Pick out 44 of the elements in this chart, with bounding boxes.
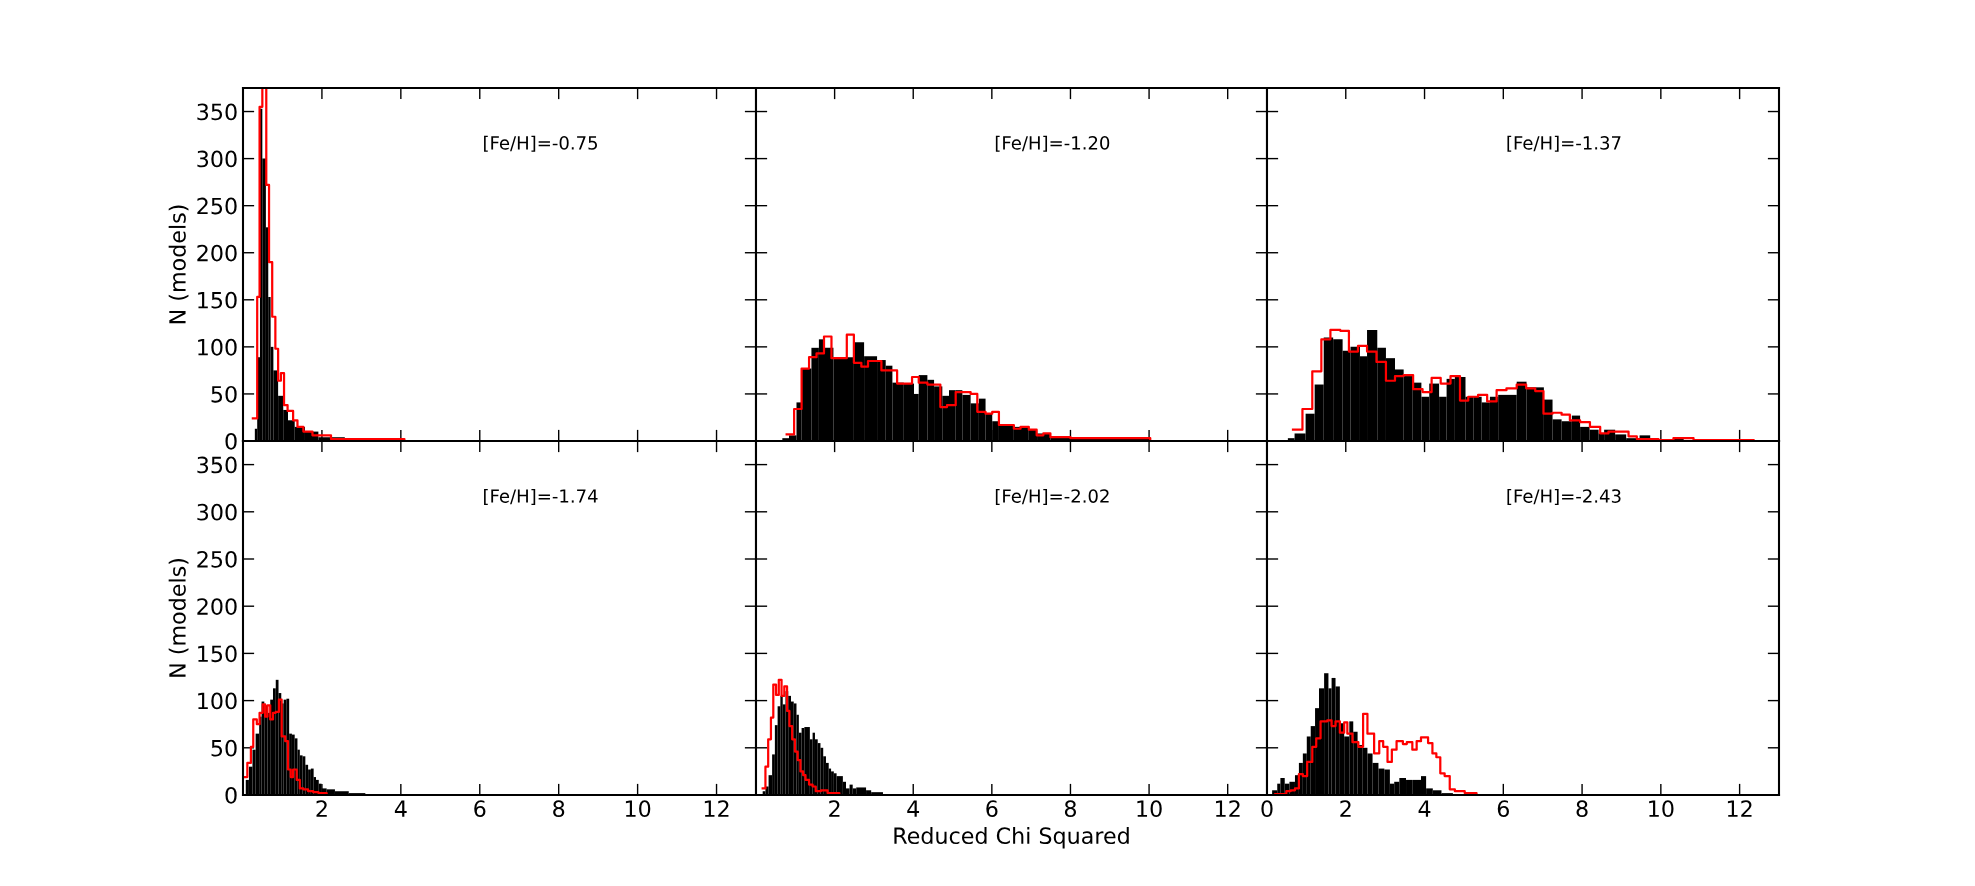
y-tick-label: 200 [197,244,237,262]
annotation: [Fe/H]=-2.02 [995,488,1109,505]
x-tick-label: 10 [1137,800,1162,818]
x-tick-label: 4 [907,800,920,817]
y-tick-label: 300 [197,150,237,168]
y-tick-label: 250 [197,550,237,568]
x-tick-label: 0 [1261,800,1273,818]
x-tick-label: 6 [1497,800,1509,818]
annotation: [Fe/H]=-2.43 [1507,488,1621,505]
x-tick-label: 2 [1340,800,1351,817]
x-tick-label: 12 [1727,800,1752,817]
y-tick-label: 0 [225,786,237,804]
annotation: [Fe/H]=-1.74 [484,488,598,505]
y-tick-label: 50 [211,385,237,403]
x-tick-label: 10 [625,800,651,818]
x-tick-label: 2 [316,800,327,817]
x-tick-label: 6 [474,800,486,818]
x-tick-label: 8 [1064,800,1077,818]
y-tick-label: 0 [225,432,237,450]
annotation: [Fe/H]=-1.20 [995,135,1110,152]
y-tick-label: 250 [197,197,237,215]
x-tick-label: 6 [986,800,998,818]
annotation: [Fe/H]=-0.75 [484,135,598,152]
x-tick-label: 12 [704,800,729,817]
y-tick-label: 150 [198,645,237,663]
x-tick-label: 12 [1215,800,1240,817]
x-axis-title: Reduced Chi Squared [894,826,1129,849]
y-tick-label: 100 [198,692,237,710]
x-tick-label: 2 [829,800,840,817]
annotation: [Fe/H]=-1.37 [1507,135,1621,152]
y-axis-title: N (models) [168,559,189,677]
y-tick-label: 150 [198,291,237,309]
y-tick-label: 100 [198,338,237,356]
x-tick-label: 4 [394,800,407,817]
x-tick-label: 4 [1418,800,1431,817]
x-tick-label: 10 [1649,800,1674,818]
y-tick-label: 350 [197,456,237,474]
y-tick-label: 200 [197,598,237,615]
y-tick-label: 300 [197,503,237,521]
y-axis-title: N (models) [168,205,189,324]
y-tick-label: 350 [197,103,237,121]
y-tick-label: 50 [211,739,237,757]
x-tick-label: 8 [1576,800,1588,818]
x-tick-label: 8 [553,800,565,818]
